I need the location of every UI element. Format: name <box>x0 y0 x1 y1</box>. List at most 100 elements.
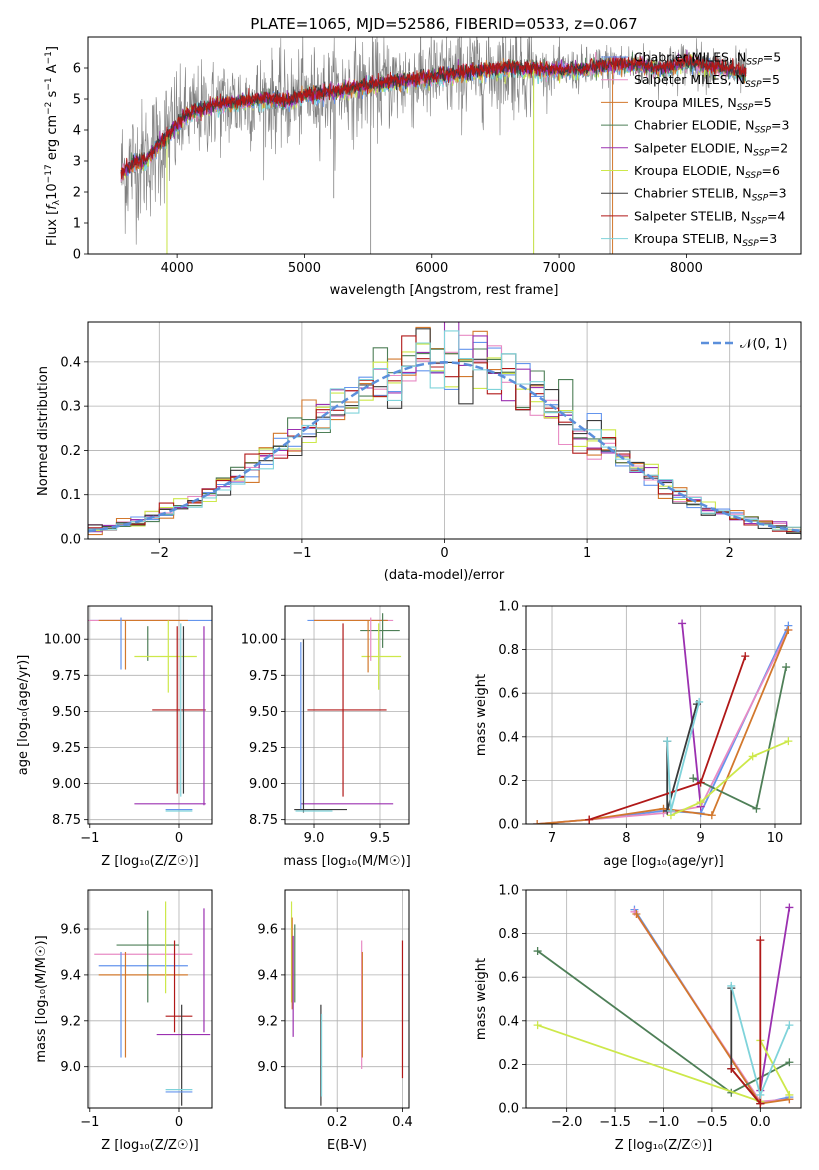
gauss-legend-label: 𝒩(0, 1) <box>740 337 787 352</box>
x-axis-label: E(B-V) <box>327 1138 367 1153</box>
y-tick-label: 0.2 <box>60 444 81 459</box>
x-tick-label: 0 <box>440 546 448 561</box>
y-tick-label: 9.0 <box>257 1060 278 1075</box>
y-tick-label: 0.4 <box>60 355 81 370</box>
x-tick-label: −2.0 <box>551 1115 583 1130</box>
y-tick-label: 0.6 <box>498 971 519 986</box>
plot-area <box>88 890 212 1108</box>
legend-entry: Salpeter MILES, NSSP=5 <box>634 72 780 90</box>
weight-marker <box>689 774 698 783</box>
ylabel-part: A <box>45 64 60 77</box>
x-axis-label: Z [log₁₀(Z/Z☉)] <box>101 854 198 869</box>
model-spectrum-salpeter_stelib <box>120 53 747 181</box>
spectrum-ylabel: Flux [fλ10−17 erg cm−2 s−1 A−1] <box>44 46 62 246</box>
axes-frame <box>87 889 213 1109</box>
y-tick-label: 10.00 <box>44 633 81 648</box>
y-tick-label: 9.75 <box>52 669 81 684</box>
spectrum-legend: Chabrier MILES, NSSP=5 Salpeter MILES, NS… <box>601 50 789 249</box>
plot-area <box>526 606 801 824</box>
y-tick-label: 9.2 <box>257 1014 278 1029</box>
y-tick-label: 9.50 <box>249 705 278 720</box>
x-tick-label: −0.5 <box>696 1115 728 1130</box>
y-tick-label: 9.75 <box>249 669 278 684</box>
histogram-kroupa_stelib <box>88 330 801 533</box>
legend-entry: Chabrier STELIB, NSSP=3 <box>634 186 787 204</box>
y-tick-label: 5 <box>73 93 81 108</box>
plot-area <box>88 606 212 824</box>
weight-line <box>681 623 702 807</box>
residual-ylabel: Normed distribution <box>36 366 51 496</box>
x-tick-label: 9 <box>697 831 705 846</box>
y-tick-label: 0.1 <box>60 488 81 503</box>
y-tick-label: 9.4 <box>60 968 81 983</box>
y-tick-label: 1.0 <box>498 600 519 615</box>
weight-line <box>537 625 790 824</box>
y-tick-label: 9.00 <box>249 777 278 792</box>
x-tick-label: −1 <box>80 1115 99 1130</box>
weight-marker <box>533 820 542 824</box>
age-vs-metallicity-panel: −1 0 8.75 9.00 9.25 9.50 9.75 10.00 Z [log₁₀(Z/Z… <box>16 605 213 869</box>
age-vs-mass-panel: 9.0 9.5 8.75 9.00 9.25 9.50 9.75 10.00 mass [log… <box>241 605 411 869</box>
ylabel-part: s <box>45 90 60 101</box>
weight-marker <box>727 981 736 990</box>
y-tick-label: 10.00 <box>241 633 278 648</box>
weight-line <box>670 740 789 817</box>
gaussian-curve <box>88 361 801 533</box>
x-tick-label: 7000 <box>543 261 576 276</box>
y-tick-label: 1.0 <box>498 884 519 899</box>
weight-marker <box>756 1099 765 1108</box>
weight-marker <box>533 1021 542 1030</box>
legend-entry: Kroupa MILES, NSSP=5 <box>634 95 772 113</box>
weight-marker <box>756 1090 765 1099</box>
weight-marker <box>695 697 704 706</box>
y-tick-label: 6 <box>73 62 81 77</box>
legend-entry: Salpeter STELIB, NSSP=4 <box>634 208 785 226</box>
axes-frame <box>284 605 410 825</box>
weight-marker <box>784 625 793 634</box>
y-axis-label: mass weight <box>474 958 489 1040</box>
y-tick-label: 9.6 <box>60 923 81 938</box>
weight-marker <box>585 815 594 824</box>
x-tick-label: −1.0 <box>648 1115 680 1130</box>
plot-area <box>285 890 409 1108</box>
weight-marker <box>696 798 705 807</box>
y-tick-label: 3 <box>73 155 81 170</box>
weight-marker <box>748 752 757 761</box>
weight-vs-age-panel: 7 8 9 10 0.0 0.2 0.4 0.6 0.8 1.0 age [log₁₀(age/yr… <box>474 600 802 869</box>
residual-xlabel: (data-model)/error <box>384 568 505 583</box>
ylabel-part: λ <box>52 199 62 205</box>
y-tick-label: 0.8 <box>498 927 519 942</box>
weight-line <box>759 907 791 1091</box>
ylabel-part: erg cm <box>45 115 60 164</box>
legend-entry: Chabrier MILES, NSSP=5 <box>634 50 781 68</box>
x-tick-label: 6000 <box>415 261 448 276</box>
y-axis-label: age [log₁₀(age/yr)] <box>16 655 31 776</box>
x-tick-label: −1 <box>80 831 99 846</box>
x-tick-label: 8000 <box>670 261 703 276</box>
y-tick-label: 0.0 <box>60 533 81 548</box>
spectrum-title: PLATE=1065, MJD=52586, FIBERID=0533, z=0… <box>250 15 637 33</box>
residual-panel: −2 −1 0 1 2 0.0 0.1 0.2 0.3 0.4 (data-model)/erro… <box>36 321 802 583</box>
spectrum-plot-area <box>120 37 747 254</box>
x-axis-label: Z [log₁₀(Z/Z☉)] <box>615 1138 712 1153</box>
x-tick-label: −1.5 <box>599 1115 631 1130</box>
y-tick-label: 0.4 <box>498 730 519 745</box>
y-tick-label: 0.6 <box>498 687 519 702</box>
ylabel-part: −17 <box>44 164 54 183</box>
ylabel-part: f <box>45 203 60 210</box>
weight-marker <box>533 947 542 956</box>
y-tick-label: 8.75 <box>249 813 278 828</box>
y-tick-label: 8.75 <box>52 813 81 828</box>
weight-marker <box>632 909 641 918</box>
x-tick-label: 9.0 <box>304 831 325 846</box>
x-tick-label: 8 <box>622 831 630 846</box>
y-tick-label: 9.4 <box>257 968 278 983</box>
residual-legend: 𝒩(0, 1) <box>701 337 787 352</box>
x-tick-label: 10 <box>767 831 784 846</box>
mass-vs-metallicity-panel: −1 0 9.0 9.2 9.4 9.6 Z [log₁₀(Z/Z☉)] mass [log₁… <box>34 889 213 1153</box>
x-tick-label: 0 <box>175 1115 183 1130</box>
weight-marker <box>785 1090 794 1099</box>
weight-marker <box>785 1058 794 1067</box>
y-tick-label: 9.25 <box>249 741 278 756</box>
